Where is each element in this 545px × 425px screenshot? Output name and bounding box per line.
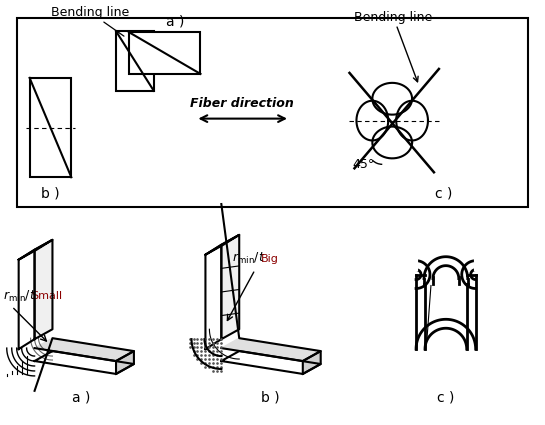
Polygon shape (221, 235, 239, 339)
Text: Small: Small (32, 292, 63, 301)
Text: a ): a ) (166, 14, 185, 28)
Bar (129, 32, 201, 74)
Text: Bending line: Bending line (51, 6, 130, 36)
Polygon shape (116, 351, 134, 374)
Polygon shape (34, 240, 52, 339)
Text: Big: Big (261, 254, 279, 264)
Text: c ): c ) (437, 391, 455, 405)
Polygon shape (372, 127, 412, 159)
Polygon shape (34, 351, 134, 374)
Polygon shape (221, 338, 320, 361)
Polygon shape (356, 101, 388, 141)
Bar (17, 18, 528, 207)
Text: c ): c ) (435, 186, 452, 200)
Text: a ): a ) (72, 391, 90, 405)
Text: Bending line: Bending line (354, 11, 433, 82)
Polygon shape (303, 351, 320, 374)
Polygon shape (19, 240, 52, 260)
Polygon shape (205, 235, 239, 255)
Polygon shape (221, 351, 320, 374)
Text: 45°: 45° (353, 158, 375, 171)
Bar (29, 78, 71, 177)
Text: b ): b ) (261, 391, 280, 405)
Bar (116, 31, 154, 91)
Text: b ): b ) (41, 186, 60, 200)
Polygon shape (372, 83, 412, 115)
Polygon shape (396, 101, 428, 141)
Polygon shape (19, 250, 34, 349)
Text: Fiber direction: Fiber direction (190, 97, 294, 110)
Polygon shape (205, 245, 221, 349)
Text: $r_{\min}/t$: $r_{\min}/t$ (232, 251, 266, 266)
Text: $r_{\min}/t$: $r_{\min}/t$ (3, 289, 37, 303)
Polygon shape (34, 338, 134, 361)
